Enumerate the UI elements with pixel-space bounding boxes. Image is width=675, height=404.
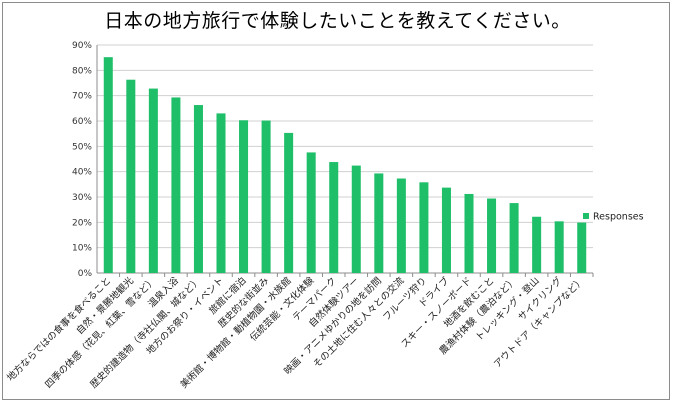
- legend-label: Responses: [593, 212, 644, 223]
- y-tick-label: 80%: [72, 66, 92, 76]
- bar: [239, 120, 249, 274]
- bar: [419, 182, 429, 273]
- bar: [464, 193, 474, 273]
- bar: [509, 203, 519, 273]
- y-tick-label: 40%: [72, 168, 92, 178]
- x-axis-labels: 地方ならではの食事を食べること自然・景勝地観光四季の体感（花見、紅葉、雪など）温…: [4, 273, 594, 391]
- bar: [193, 105, 203, 273]
- bar-series: [103, 57, 587, 274]
- bar: [577, 222, 587, 273]
- bar: [284, 132, 294, 273]
- y-tick-label: 50%: [72, 142, 92, 152]
- bar: [171, 97, 181, 273]
- bar: [554, 221, 564, 273]
- y-axis: 0% 10% 20% 30% 40% 50% 60% 70% 80% 90%: [72, 41, 98, 279]
- bar: [351, 165, 361, 273]
- bar: [329, 162, 339, 273]
- bar: [126, 79, 136, 273]
- bar: [216, 113, 226, 274]
- y-tick-label: 90%: [72, 41, 92, 51]
- y-tick-label: 20%: [72, 218, 92, 228]
- bar: [396, 178, 406, 273]
- bar: [306, 152, 316, 273]
- bar: [261, 120, 271, 273]
- legend: Responses: [583, 212, 644, 223]
- legend-swatch: [583, 213, 589, 219]
- y-tick-label: 70%: [72, 92, 92, 102]
- bar: [374, 173, 384, 273]
- bar: [532, 216, 542, 273]
- y-tick-label: 60%: [72, 117, 92, 127]
- bar: [487, 198, 497, 273]
- y-tick-label: 0%: [78, 269, 93, 279]
- y-tick-label: 30%: [72, 193, 92, 203]
- y-tick-label: 10%: [72, 244, 92, 254]
- bar: [148, 88, 158, 273]
- bar: [103, 57, 113, 273]
- bar: [441, 187, 451, 273]
- chart-title: 日本の地方旅行で体験したいことを教えてください。: [104, 10, 571, 32]
